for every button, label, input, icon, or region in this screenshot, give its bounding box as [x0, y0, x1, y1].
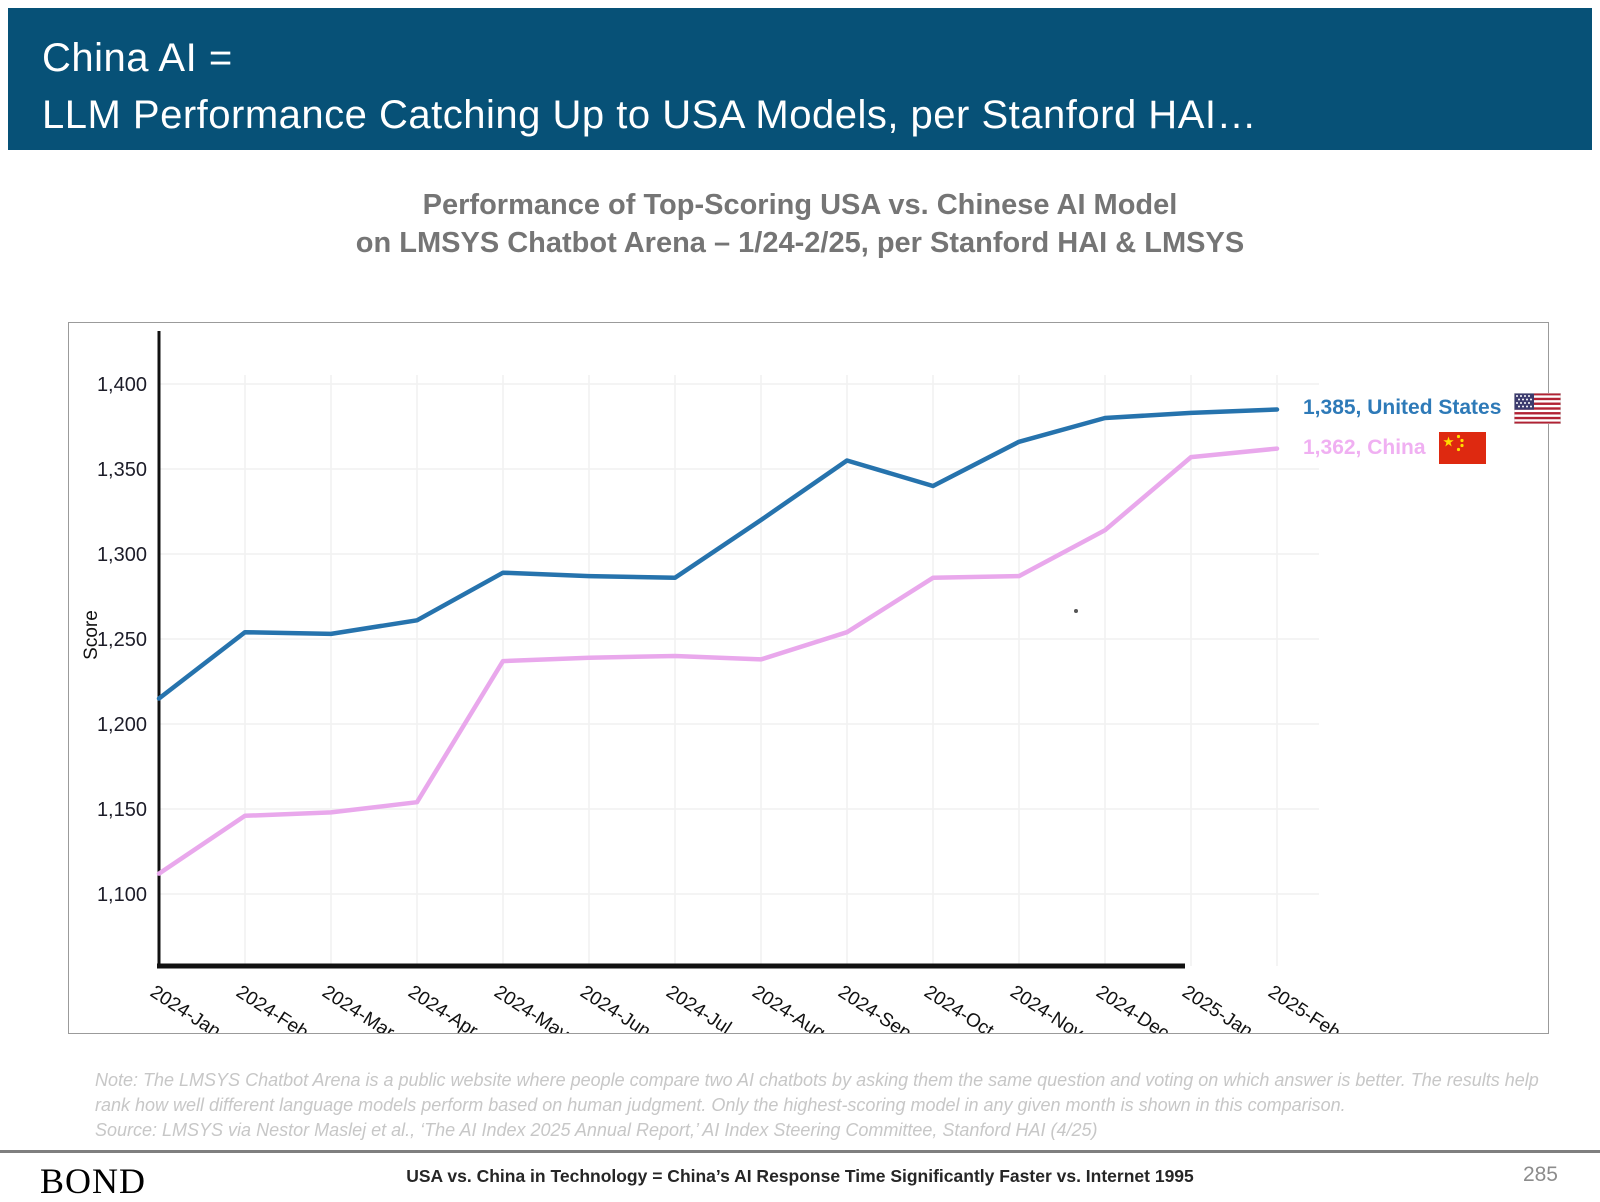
china-flag-icon [1438, 432, 1486, 464]
footer-divider [0, 1150, 1600, 1153]
chart-title-line2: on LMSYS Chatbot Arena – 1/24-2/25, per … [355, 227, 1245, 259]
x-tick-label: 2024-Feb [232, 982, 312, 1033]
x-tick-label: 2024-Aug [748, 982, 829, 1033]
source-line: Source: LMSYS via Nestor Maslej et al., … [95, 1120, 1098, 1140]
end-label-us: 1,385, United States [1303, 392, 1562, 424]
y-tick-label: 1,350 [97, 459, 147, 481]
x-tick-label: 2024-Oct [920, 982, 998, 1033]
y-axis-title: Score [81, 610, 102, 660]
x-tick-label: 2024-Dec [1092, 982, 1173, 1033]
series-line-china [156, 446, 1280, 876]
y-tick-label: 1,200 [97, 714, 147, 736]
header-title-line1: China AI = [42, 36, 233, 80]
stray-dot [1074, 609, 1078, 613]
note-block: Note: The LMSYS Chatbot Arena is a publi… [95, 1068, 1555, 1143]
y-tick-label: 1,250 [97, 629, 147, 651]
footer-title: USA vs. China in Technology = China’s AI… [406, 1166, 1194, 1186]
x-tick-label: 2024-Jun [576, 982, 654, 1033]
y-tick-label: 1,400 [97, 374, 147, 396]
x-tick-label: 2024-Jan [146, 982, 224, 1033]
end-label-china-text: 1,362, China [1303, 436, 1426, 459]
header-title-line2: LLM Performance Catching Up to USA Model… [42, 93, 1257, 137]
slide-header: China AI = LLM Performance Catching Up t… [8, 8, 1592, 150]
x-tick-label: 2024-Sep [834, 982, 915, 1033]
x-tick-label: 2024-Jul [662, 982, 735, 1033]
x-tick-label: 2025-Feb [1264, 982, 1344, 1033]
chart-title: Performance of Top-Scoring USA vs. Chine… [0, 186, 1600, 262]
x-tick-label: 2024-Apr [404, 982, 482, 1033]
end-label-china: 1,362, China [1303, 432, 1486, 464]
end-label-us-text: 1,385, United States [1303, 396, 1502, 419]
x-tick-label: 2024-May [490, 982, 573, 1033]
series-line-united-states [156, 407, 1280, 701]
line-chart: 1,400 1,350 1,300 1,250 1,200 1,150 1,100 2024-… [81, 331, 1344, 1045]
y-tick-label: 1,300 [97, 544, 147, 566]
chart-panel: 1,400 1,350 1,300 1,250 1,200 1,150 1,100 2024-… [68, 322, 1549, 1045]
x-tick-label: 2024-Nov [1006, 982, 1087, 1033]
page-number: 285 [1522, 1163, 1558, 1186]
y-tick-label: 1,150 [97, 799, 147, 821]
y-tick-label: 1,100 [97, 884, 147, 906]
note-line2: rank how well different language models … [95, 1095, 1346, 1115]
note-line1: Note: The LMSYS Chatbot Arena is a publi… [95, 1070, 1539, 1090]
bond-logo: BOND [40, 1161, 147, 1201]
us-flag-icon [1514, 392, 1562, 424]
x-tick-label: 2024-Mar [318, 982, 398, 1033]
x-tick-label: 2025-Jan [1178, 982, 1256, 1033]
chart-title-line1: Performance of Top-Scoring USA vs. Chine… [422, 189, 1178, 221]
